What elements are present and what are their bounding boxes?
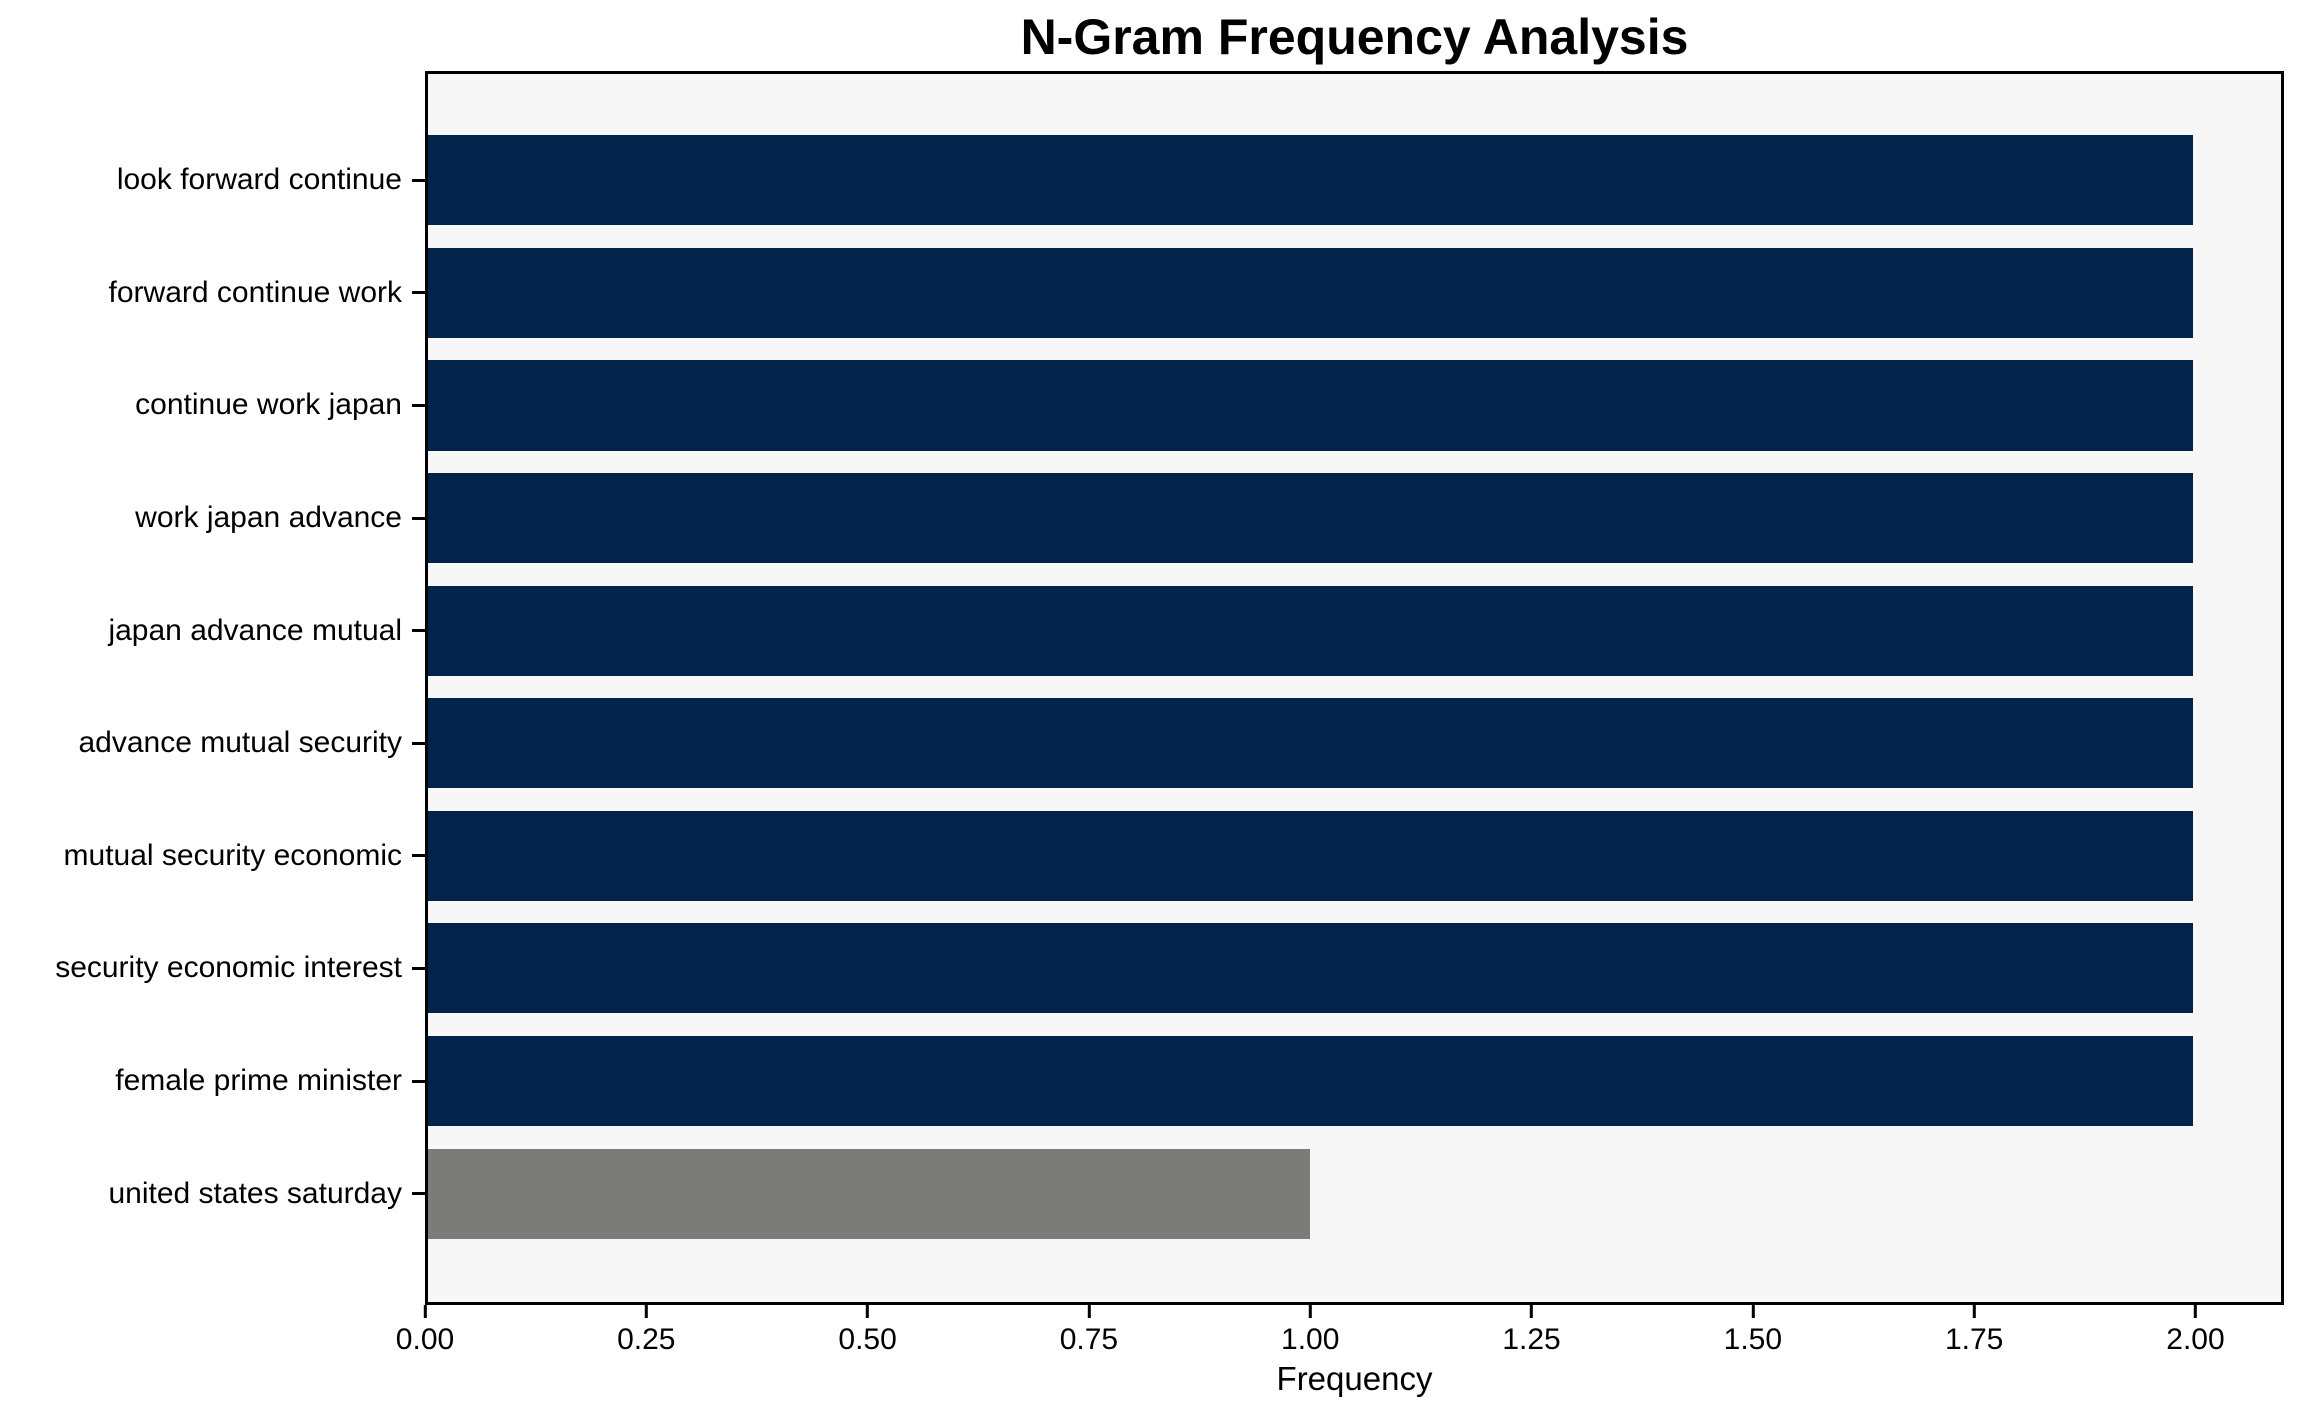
y-tick-mark: [412, 178, 425, 182]
x-tick: 1.25: [1502, 1305, 1561, 1357]
x-tick-label: 1.25: [1502, 1323, 1561, 1356]
x-tick-label: 2.00: [2166, 1323, 2225, 1356]
x-tick-mark: [644, 1305, 648, 1318]
bar: [428, 923, 2193, 1014]
y-tick-row: mutual security economic: [0, 800, 425, 913]
x-tick-mark: [866, 1305, 870, 1318]
y-tick-row: continue work japan: [0, 349, 425, 462]
y-tick-label: work japan advance: [135, 501, 402, 535]
y-tick-label: security economic interest: [55, 951, 402, 985]
y-tick-label: united states saturday: [108, 1176, 402, 1210]
y-tick-label: advance mutual security: [78, 726, 403, 760]
y-tick-mark: [412, 629, 425, 633]
x-tick-mark: [1972, 1305, 1976, 1318]
bar: [428, 135, 2193, 226]
x-tick-label: 0.75: [1059, 1323, 1119, 1356]
bar: [428, 247, 2193, 338]
y-tick-row: united states saturday: [0, 1137, 425, 1250]
bar: [428, 585, 2193, 676]
bar-row: [428, 687, 2281, 800]
y-tick-row: japan advance mutual: [0, 574, 425, 687]
bar: [428, 1036, 2193, 1127]
y-tick-label: female prime minister: [115, 1064, 402, 1098]
x-tick: 1.75: [1945, 1305, 2003, 1357]
x-tick: 0.75: [1060, 1305, 1118, 1357]
x-tick: 2.00: [2166, 1305, 2225, 1357]
plot-area: [425, 71, 2284, 1305]
bars-container: [428, 124, 2281, 1250]
y-tick-label: mutual security economic: [63, 838, 402, 872]
chart-title: N-Gram Frequency Analysis: [1020, 9, 1689, 65]
x-tick: 0.25: [617, 1305, 675, 1357]
x-tick-mark: [1087, 1305, 1091, 1318]
bar-row: [428, 462, 2281, 575]
y-tick-row: look forward continue: [0, 124, 425, 237]
bar-row: [428, 912, 2281, 1025]
y-tick-mark: [412, 966, 425, 970]
bar-row: [428, 800, 2281, 913]
y-tick-row: forward continue work: [0, 237, 425, 350]
x-axis-ticks: 0.00 0.25 0.50 0.75 1.00 1.25 1.50 1.75 2.00: [396, 1305, 2284, 1385]
bar-row: [428, 124, 2281, 237]
y-tick-label: continue work japan: [135, 388, 402, 422]
y-tick-mark: [412, 403, 425, 407]
y-tick-label: japan advance mutual: [108, 613, 402, 647]
y-tick-row: female prime minister: [0, 1025, 425, 1138]
x-tick-label: 1.00: [1281, 1323, 1340, 1356]
x-tick: 1.50: [1724, 1305, 1782, 1357]
y-tick-mark: [412, 1079, 425, 1083]
bar: [428, 360, 2193, 451]
y-tick-mark: [412, 741, 425, 745]
bar: [428, 1148, 1311, 1239]
x-tick-mark: [1751, 1305, 1755, 1318]
x-tick-mark: [1308, 1305, 1312, 1318]
y-tick-mark: [412, 516, 425, 520]
x-tick-mark: [1530, 1305, 1534, 1318]
x-tick-label: 0.00: [395, 1323, 455, 1356]
y-tick-row: security economic interest: [0, 912, 425, 1025]
bar: [428, 810, 2193, 901]
x-tick-label: 1.50: [1723, 1323, 1783, 1356]
x-axis-label: Frequency: [1276, 1360, 1433, 1397]
bar: [428, 473, 2193, 564]
x-tick-mark: [2193, 1305, 2197, 1318]
y-tick-mark: [412, 291, 425, 295]
bar-row: [428, 237, 2281, 350]
y-tick-row: advance mutual security: [0, 687, 425, 800]
x-tick-label: 0.50: [838, 1323, 897, 1356]
y-axis-labels: look forward continue forward continue wo…: [0, 124, 425, 1250]
x-tick-label: 0.25: [617, 1323, 676, 1356]
bar-row: [428, 349, 2281, 462]
x-tick: 0.50: [838, 1305, 897, 1357]
x-tick: 1.00: [1281, 1305, 1339, 1357]
bar-row: [428, 1025, 2281, 1138]
y-tick-mark: [412, 1192, 425, 1196]
y-tick-label: forward continue work: [108, 275, 402, 309]
x-tick: 0.00: [396, 1305, 454, 1357]
y-tick-row: work japan advance: [0, 462, 425, 575]
x-tick-mark: [423, 1305, 427, 1318]
bar: [428, 698, 2193, 789]
x-tick-label: 1.75: [1944, 1323, 2004, 1356]
y-tick-mark: [412, 854, 425, 858]
bar-row: [428, 1137, 2281, 1250]
bar-row: [428, 574, 2281, 687]
y-tick-label: look forward continue: [116, 163, 402, 197]
